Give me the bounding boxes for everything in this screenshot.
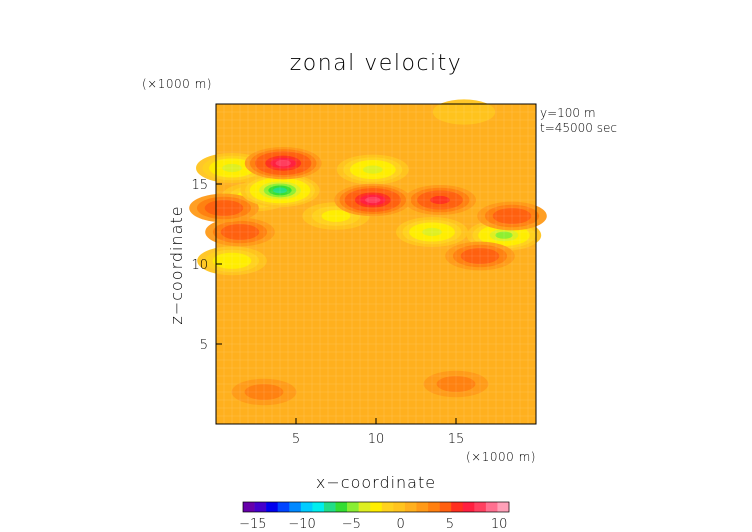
colorbar-bin (335, 502, 348, 512)
heatmap-plot-area (189, 99, 547, 424)
heatmap-blob-1 (321, 210, 351, 222)
colorbar-bin (439, 502, 452, 512)
colorbar-bin (323, 502, 336, 512)
heatmap-blob-8 (422, 227, 442, 237)
colorbar-tick-label: −15 (239, 517, 266, 532)
colorbar: −15 −10 −5 0 5 10 (239, 501, 510, 532)
y-tick-label: 10 (191, 258, 208, 273)
heatmap-blob-13 (468, 251, 492, 261)
y-tick-label: 5 (200, 338, 208, 353)
colorbar-bin (404, 502, 417, 512)
colorbar-tick-label: 5 (446, 517, 454, 532)
heatmap-blob-10 (228, 227, 252, 237)
colorbar-bin (312, 502, 325, 512)
heatmap-blob-12 (500, 211, 524, 221)
heatmap-blob-4 (436, 376, 476, 392)
colorbar-bin (451, 502, 464, 512)
heatmap-blob-5 (244, 384, 284, 400)
colorbar-bin (474, 502, 487, 512)
x-tick-label: 5 (292, 432, 300, 447)
heatmap-blob-6 (222, 163, 242, 173)
colorbar-bin (289, 502, 302, 512)
heatmap-blob-14 (430, 195, 450, 205)
x-tick-label: 10 (368, 432, 385, 447)
x-tick-label: 15 (448, 432, 465, 447)
annotation-y-plane: y=100 m (540, 106, 596, 120)
y-unit-label: (×1000 m) (142, 77, 212, 91)
chart-title: zonal velocity (290, 51, 463, 76)
x-unit-label: (×1000 m) (466, 450, 536, 464)
colorbar-bin (243, 502, 255, 512)
colorbar-bin (416, 502, 429, 512)
colorbar-bin (462, 502, 475, 512)
heatmap-blob-11 (212, 203, 236, 213)
x-axis-label: x−coordinate (316, 473, 436, 492)
heatmap-blob-0 (432, 99, 496, 125)
heatmap-blob-17 (365, 196, 381, 204)
heatmap-blob-9 (495, 231, 513, 239)
colorbar-bin (358, 502, 371, 512)
colorbar-bin (393, 502, 406, 512)
colorbar-tick-label: 10 (491, 517, 508, 532)
colorbar-bin (370, 502, 383, 512)
colorbar-tick-label: −10 (288, 517, 315, 532)
y-tick-label: 15 (191, 178, 208, 193)
colorbar-bin (428, 502, 440, 512)
heatmap-blob-15 (273, 187, 287, 194)
colorbar-bin (266, 502, 278, 512)
axes-group: 5 10 15 5 10 15 (191, 103, 537, 447)
heatmap-blob-3 (220, 255, 244, 266)
colorbar-bin (381, 502, 394, 512)
colorbar-bin (485, 502, 498, 512)
heatmap-blob-7 (362, 165, 383, 174)
colorbar-bin (300, 502, 313, 512)
colorbar-bin (277, 502, 290, 512)
y-axis-label: z−coordinate (167, 205, 186, 324)
colorbar-bin (254, 502, 267, 512)
colorbar-tick-label: −5 (342, 517, 361, 532)
heatmap-blob-16 (275, 159, 291, 167)
colorbar-bin (497, 502, 510, 512)
colorbar-tick-label: 0 (396, 517, 404, 532)
annotation-time: t=45000 sec (540, 121, 617, 135)
colorbar-bin (347, 502, 359, 512)
colorbar-frame (242, 501, 510, 513)
